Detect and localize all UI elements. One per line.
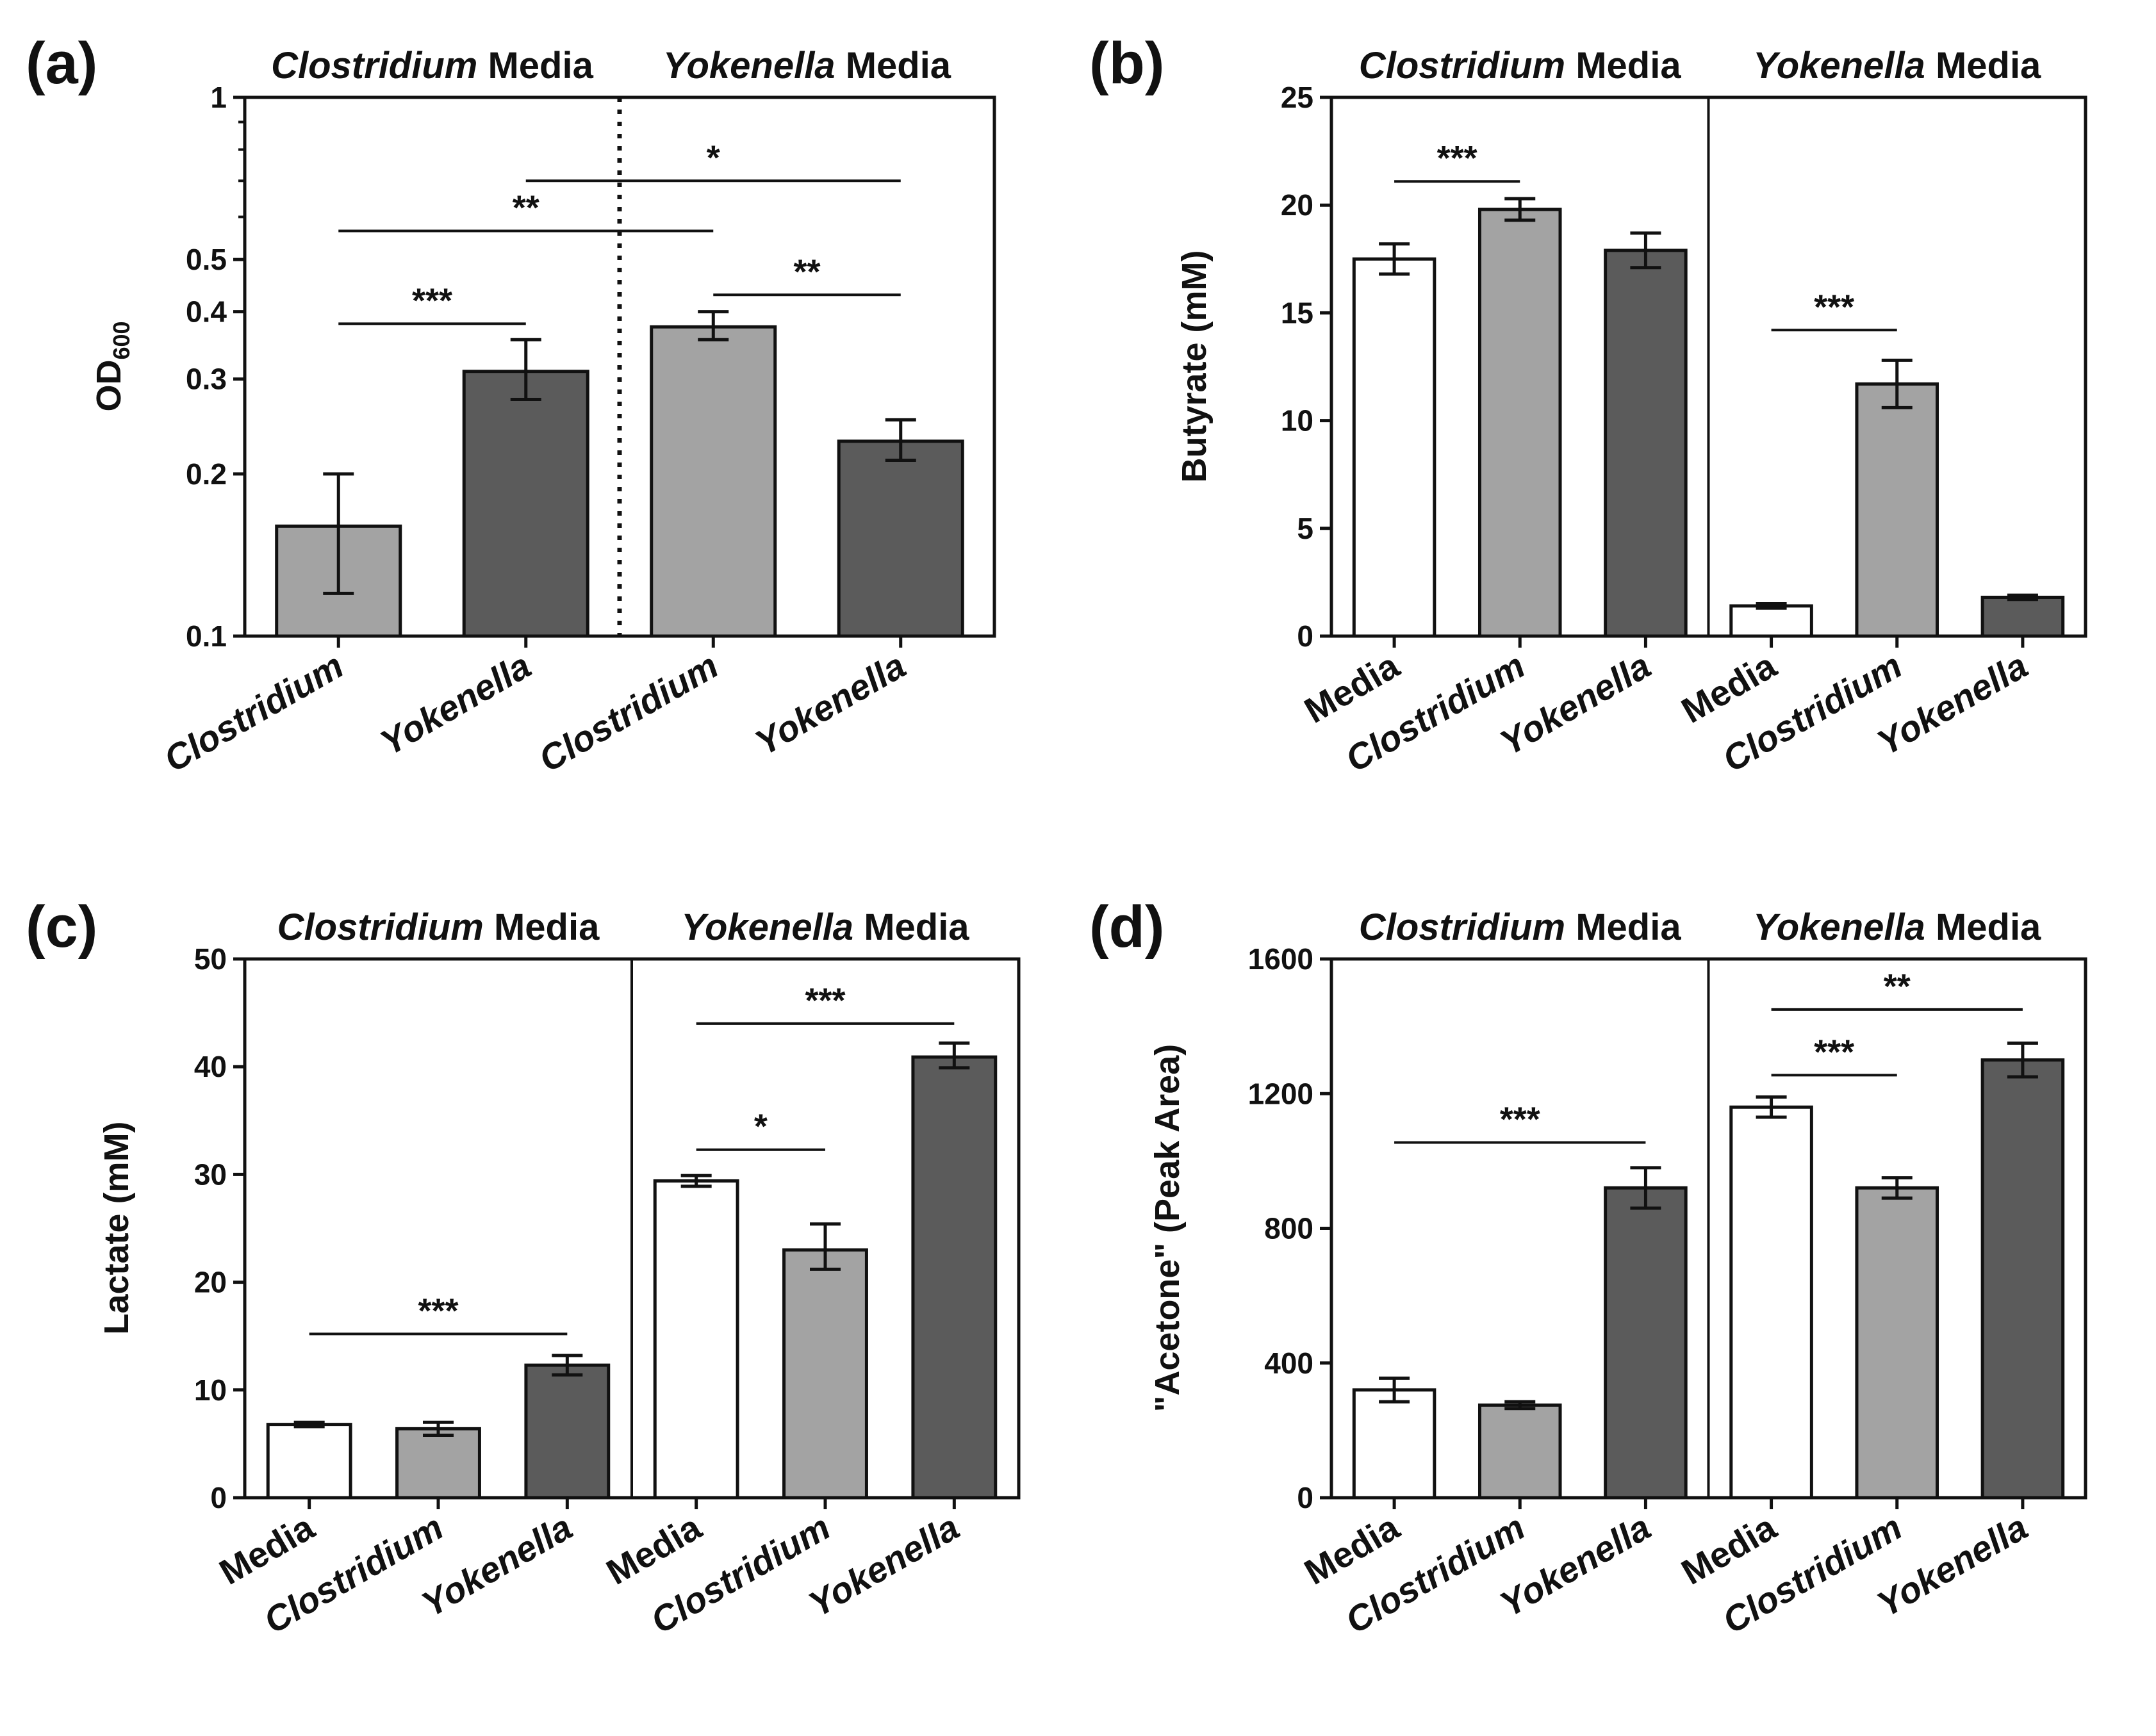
bar-media: [1352, 1388, 1436, 1500]
y-tick-label: 800: [1264, 1212, 1313, 1245]
group-suffix: Media: [1925, 45, 2041, 86]
group-organism: Clostridium: [1359, 45, 1565, 86]
y-tick-label: 0.1: [186, 619, 227, 653]
bar-clostridium: [782, 1248, 868, 1500]
y-axis-title-subscript: 600: [108, 321, 135, 359]
bar-clostridium: [395, 1427, 481, 1500]
y-tick-label: 0.4: [186, 295, 227, 329]
y-tick-label: 1600: [1248, 942, 1313, 976]
bar-clostridium: [1855, 1186, 1939, 1500]
bar-yokenella: [524, 1363, 611, 1500]
panel-a: (a) Clostridium Media Yokenella Media0.10.…: [26, 31, 996, 780]
significance-label: ***: [1437, 139, 1477, 177]
bar-yokenella: [837, 439, 964, 638]
bar-yokenella: [1980, 595, 2065, 638]
bar-clostridium: [1477, 1403, 1562, 1500]
group-organism: Clostridium: [1359, 906, 1565, 948]
y-axis-title: Butyrate (mM): [1175, 250, 1214, 482]
y-tick-label: 15: [1281, 296, 1313, 329]
y-tick-label: 10: [1281, 404, 1313, 438]
group-header: Yokenella Media: [663, 45, 951, 86]
y-axis-title-main: OD: [90, 360, 128, 412]
group-suffix: Media: [1925, 906, 2041, 948]
y-axis-title: Lactate (mM): [97, 1121, 136, 1334]
significance-label: **: [793, 252, 820, 291]
panel-c: (c) Clostridium Media Yokenella Media01020…: [26, 894, 1021, 1641]
bar-media: [266, 1423, 352, 1500]
group-suffix: Media: [477, 45, 593, 86]
bar-yokenella: [1980, 1058, 2065, 1500]
y-tick-label: 5: [1297, 512, 1313, 545]
group-organism: Clostridium: [277, 906, 484, 948]
y-tick-label: 400: [1264, 1347, 1313, 1380]
y-tick-label: 0.2: [186, 457, 227, 491]
y-tick-label: 1: [210, 81, 227, 114]
group-header: Yokenella Media: [1753, 45, 2041, 86]
y-tick-label: 20: [1281, 188, 1313, 222]
panel-label: (d): [1089, 894, 1164, 960]
significance-label: ***: [412, 281, 452, 320]
panel-label: (b): [1089, 31, 1164, 96]
group-header: Yokenella Media: [1753, 906, 2041, 948]
significance-label: **: [513, 189, 539, 227]
x-category-label: Clostridium: [532, 645, 725, 780]
significance-label: **: [1884, 967, 1911, 1006]
panel-b: (b) Clostridium Media Yokenella Media05101…: [1089, 31, 2087, 780]
group-suffix: Media: [484, 906, 600, 948]
group-header: Clostridium Media: [1359, 906, 1681, 948]
bar-clostridium: [650, 325, 777, 638]
bar-media: [653, 1179, 739, 1500]
panel-d: (d) Clostridium Media Yokenella Media04008…: [1089, 894, 2087, 1641]
group-suffix: Media: [853, 906, 969, 948]
y-tick-label: 25: [1281, 81, 1313, 114]
y-tick-label: 20: [194, 1266, 227, 1299]
y-tick-label: 1200: [1248, 1077, 1313, 1110]
group-header: Yokenella Media: [681, 906, 969, 948]
bar-media: [1729, 1105, 1813, 1500]
y-tick-label: 0.5: [186, 243, 227, 276]
significance-label: ***: [1500, 1100, 1540, 1138]
bar-clostridium: [1477, 208, 1562, 638]
bar-yokenella: [1604, 249, 1688, 638]
group-organism: Yokenella: [663, 45, 835, 86]
significance-label: ***: [805, 981, 845, 1020]
bar-yokenella: [1604, 1186, 1688, 1500]
significance-label: *: [754, 1108, 768, 1146]
significance-label: ***: [1814, 1033, 1854, 1071]
group-header: Clostridium Media: [1359, 45, 1681, 86]
group-suffix: Media: [835, 45, 951, 86]
group-organism: Yokenella: [681, 906, 853, 948]
significance-label: *: [707, 138, 720, 177]
bar-yokenella: [462, 370, 589, 638]
group-header: Clostridium Media: [277, 906, 600, 948]
panel-label: (c): [26, 894, 97, 960]
significance-label: ***: [418, 1291, 458, 1330]
group-organism: Yokenella: [1753, 906, 1925, 948]
y-tick-label: 0: [1297, 1481, 1313, 1514]
y-axis-title: "Acetone" (Peak Area): [1148, 1044, 1187, 1412]
x-category-label: Clostridium: [157, 645, 350, 780]
significance-label: ***: [1814, 288, 1854, 326]
panel-label: (a): [26, 31, 97, 96]
y-tick-label: 0: [210, 1481, 227, 1514]
y-tick-label: 0.3: [186, 363, 227, 396]
y-tick-label: 50: [194, 942, 227, 976]
bar-media: [1352, 257, 1436, 638]
y-tick-label: 40: [194, 1050, 227, 1083]
bar-clostridium: [1855, 382, 1939, 638]
y-tick-label: 30: [194, 1158, 227, 1191]
group-organism: Yokenella: [1753, 45, 1925, 86]
x-category-label: Yokenella: [374, 645, 538, 763]
x-category-label: Yokenella: [748, 645, 912, 763]
bar-media: [1729, 604, 1813, 638]
y-axis-title: OD600: [90, 321, 135, 411]
bar-yokenella: [911, 1055, 998, 1500]
group-header: Clostridium Media: [271, 45, 593, 86]
group-suffix: Media: [1565, 906, 1681, 948]
group-suffix: Media: [1565, 45, 1681, 86]
y-tick-label: 0: [1297, 619, 1313, 653]
group-organism: Clostridium: [271, 45, 477, 86]
y-tick-label: 10: [194, 1373, 227, 1407]
